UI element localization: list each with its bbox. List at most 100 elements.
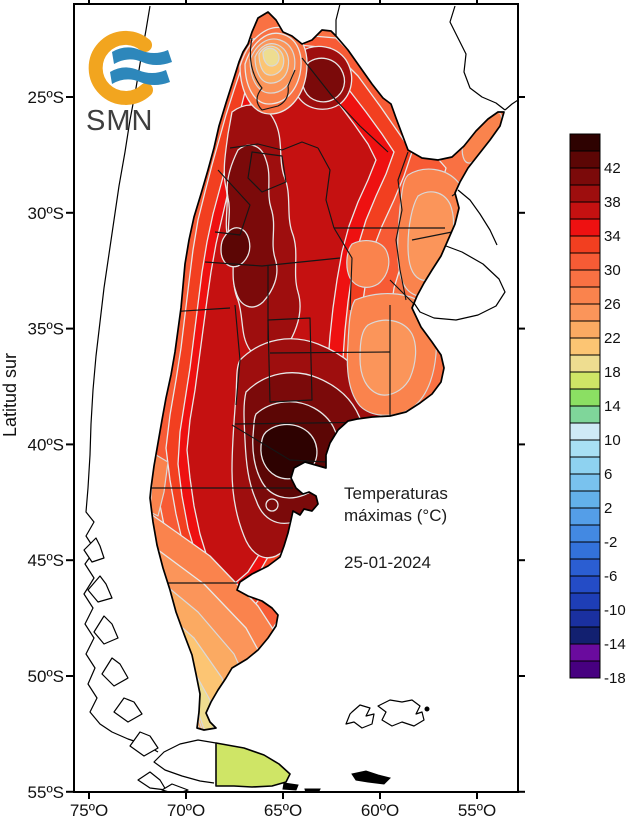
colorbar-cell (569, 558, 601, 577)
colorbar-label: 10 (604, 432, 621, 449)
band-40c-northwest (226, 144, 278, 308)
colorbar-label: 18 (604, 364, 621, 381)
chile-island (101, 657, 129, 687)
y-tick-label: 50ºS (28, 667, 64, 686)
colorbar-cell (569, 201, 601, 220)
colorbar-cell (569, 473, 601, 492)
colorbar-cell (569, 439, 601, 458)
y-tick-label: 55ºS (28, 783, 64, 802)
chile-island (87, 575, 113, 603)
colorbar-label: 14 (604, 398, 621, 415)
colorbar-cell (569, 405, 601, 424)
colorbar-cell (569, 490, 601, 509)
colorbar-label: -14 (604, 636, 626, 653)
argentina-outline (149, 11, 505, 731)
colorbar-label: -6 (604, 568, 617, 585)
colorbar-cell (569, 388, 601, 407)
y-tick-label: 30ºS (28, 204, 64, 223)
colorbar-cell (569, 235, 601, 254)
colorbar-label: 26 (604, 296, 621, 313)
y-tick-label: 45ºS (28, 551, 64, 570)
colorbar-cell (569, 184, 601, 203)
colorbar-label: 42 (604, 160, 621, 177)
band-42c-northwest (220, 227, 251, 268)
x-tick-label: 70ºO (167, 801, 205, 820)
brazil-border (504, 99, 517, 111)
axis-ticks (66, 0, 525, 799)
y-tick-label: 35ºS (28, 320, 64, 339)
colorbar-cell (569, 303, 601, 322)
colorbar-cell (569, 575, 601, 594)
temperature-colorbar: 42 38 34 30 26 22 18 14 10 6 2 -2 -6 -10 -14 -18 (569, 133, 626, 687)
chile-island (137, 771, 167, 791)
colorbar-cell (569, 660, 601, 679)
colorbar-cell (569, 371, 601, 390)
chile-island (83, 537, 105, 563)
map-annotation: Temperaturas máximas (°C) 25-01-2024 (344, 484, 448, 572)
colorbar-label: 6 (604, 466, 612, 483)
smn-logo-wave-icon (110, 67, 170, 85)
colorbar-label: 30 (604, 262, 621, 279)
colorbar-label: 2 (604, 500, 612, 517)
band-26c-santiago (346, 240, 390, 288)
chile-island (93, 615, 119, 645)
colorbar-cell (569, 320, 601, 339)
colorbar-cell (569, 269, 601, 288)
x-tick-label: 75ºO (70, 801, 108, 820)
y-tick-label: 40ºS (28, 435, 64, 454)
south-islet (304, 788, 321, 791)
colorbar-cell (569, 354, 601, 373)
brazil-uruguay-border (457, 189, 498, 246)
chile-island (129, 731, 159, 757)
colorbar-cell (569, 218, 601, 237)
smn-logo-c-icon (88, 30, 153, 105)
colorbar-cell (569, 422, 601, 441)
colorbar-cell (569, 150, 601, 169)
chile-island (161, 783, 189, 791)
south-islet (282, 782, 299, 791)
chile-coastline (83, 5, 159, 753)
colorbar-label: 22 (604, 330, 621, 347)
annotation-title-line2: máximas (°C) (344, 506, 447, 525)
colorbar-cell (569, 609, 601, 628)
x-tick-label: 65ºO (264, 801, 302, 820)
contour-ring (265, 498, 279, 512)
y-tick-label: 25ºS (28, 88, 64, 107)
band-40c-formosa (301, 57, 346, 103)
colorbar-label: 38 (604, 194, 621, 211)
x-tick-label: 60ºO (361, 801, 399, 820)
band-18c-jujuy (262, 47, 280, 67)
band-24c-santafe (359, 319, 417, 396)
y-axis-tick-labels: 25ºS 30ºS 35ºS 40ºS 45ºS 50ºS 55ºS (28, 88, 64, 802)
smn-logo-wave-icon (112, 47, 172, 65)
colorbar-cell (569, 286, 601, 305)
smn-logo: SMN (86, 30, 172, 137)
colorbar-cell (569, 337, 601, 356)
colorbar-label: 34 (604, 228, 621, 245)
isla-de-los-estados (351, 770, 391, 785)
tierra-del-fuego-argentina (215, 742, 291, 788)
x-tick-label: 55ºO (458, 801, 496, 820)
colorbar-cell (569, 167, 601, 186)
colorbar-label: -2 (604, 534, 617, 551)
chile-island (113, 697, 143, 723)
colorbar-cell (569, 252, 601, 271)
colorbar-label: -18 (604, 670, 626, 687)
colorbar-cell (569, 456, 601, 475)
bolivia-paraguay-border (335, 5, 341, 36)
colorbar-label: -10 (604, 602, 626, 619)
annotation-title-line1: Temperaturas (344, 484, 448, 503)
paraguay-brazil-border (449, 5, 506, 111)
malvinas-islands (345, 699, 430, 729)
tierra-del-fuego (215, 742, 291, 788)
x-axis-tick-labels: 75ºO 70ºO 65ºO 60ºO 55ºO (70, 801, 496, 820)
colorbar-cell (569, 541, 601, 560)
smn-logo-text: SMN (86, 105, 153, 137)
colorbar-cell (569, 592, 601, 611)
colorbar-cell (569, 643, 601, 662)
colorbar-cell (569, 133, 601, 152)
annotation-date: 25-01-2024 (344, 553, 431, 572)
colorbar-cell (569, 507, 601, 526)
